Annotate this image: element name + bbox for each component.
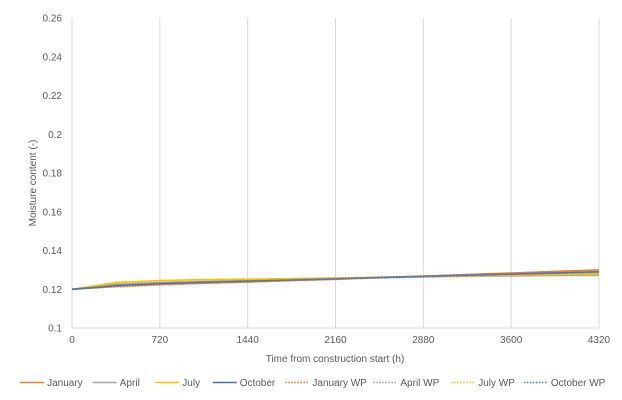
legend-label: April WP xyxy=(400,378,439,389)
x-tick-label: 2160 xyxy=(324,335,347,346)
x-tick-label: 4320 xyxy=(588,335,611,346)
tick-labels: 0.1 0.12 0.14 0.16 0.18 0.2 0.22 0.24 0.26 0 720 14… xyxy=(43,14,611,347)
x-tick-label: 2880 xyxy=(412,335,435,346)
y-tick-label: 0.18 xyxy=(43,169,63,180)
x-tick-label: 1440 xyxy=(237,335,260,346)
legend-label: January WP xyxy=(312,378,367,389)
series-lines xyxy=(71,269,600,291)
legend-label: July xyxy=(182,378,200,389)
x-tick-label: 720 xyxy=(151,335,168,346)
y-tick-label: 0.14 xyxy=(43,246,63,257)
x-axis-title: Time from construction start (h) xyxy=(266,354,405,365)
y-tick-label: 0.26 xyxy=(43,14,63,25)
series-line-october-wp xyxy=(71,271,600,291)
y-tick-label: 0.2 xyxy=(48,130,62,141)
series-line-july-wp xyxy=(71,273,600,291)
y-tick-label: 0.22 xyxy=(43,91,63,102)
y-tick-label: 0.16 xyxy=(43,207,63,218)
y-axis-title: Moisture content (-) xyxy=(28,140,39,227)
legend-label: July WP xyxy=(478,378,515,389)
y-tick-label: 0.24 xyxy=(43,52,63,63)
axes xyxy=(71,18,599,329)
legend: January April July October January WP April W… xyxy=(20,378,606,389)
series-line-january-wp xyxy=(71,269,600,291)
x-tick-label: 3600 xyxy=(500,335,523,346)
legend-label: October xyxy=(240,378,276,389)
legend-label: January xyxy=(47,378,83,389)
x-tick-label: 0 xyxy=(69,335,75,346)
legend-label: April xyxy=(120,378,140,389)
grid-lines xyxy=(159,18,600,328)
legend-label: October WP xyxy=(551,378,606,389)
y-tick-label: 0.12 xyxy=(43,285,63,296)
y-tick-label: 0.1 xyxy=(48,324,62,335)
